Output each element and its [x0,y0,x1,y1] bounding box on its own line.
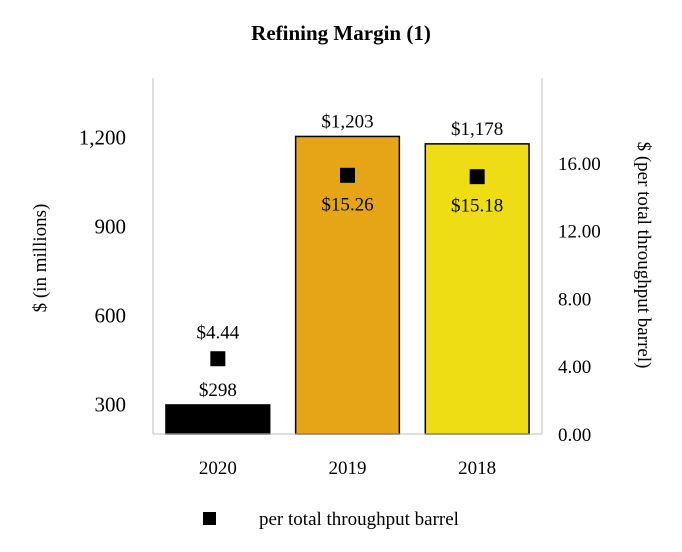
legend: per total throughput barrel [203,509,459,530]
left-axis-label: $ (in millions) [30,204,51,313]
left-tick-600: 600 [95,303,127,327]
marker-label-2019: $15.26 [321,194,373,215]
right-tick-4.00: 4.00 [558,357,591,378]
x-tick-2019: 2019 [329,458,367,479]
bar-2018 [424,143,530,435]
chart-title: Refining Margin (1) [251,21,431,45]
left-tick-900: 900 [95,214,127,238]
left-tick-labels: 300 600 900 1,200 [79,125,126,416]
marker-2018 [469,169,485,185]
bar-2019 [294,135,401,435]
x-tick-labels: 2020 2019 2018 [199,458,496,479]
left-tick-300: 300 [95,392,127,416]
marker-value-labels: $4.44 $15.26 $15.18 [196,194,503,343]
bar-label-2020: $298 [199,380,237,401]
x-tick-2020: 2020 [199,458,237,479]
bar-label-2018: $1,178 [451,119,503,140]
x-tick-2018: 2018 [458,458,496,479]
bar-2020 [165,404,271,435]
bar-value-labels: $298 $1,203 $1,178 [199,111,503,400]
left-tick-1,200: 1,200 [79,125,126,149]
right-axis-label: $ (per total throughput barrel) [633,142,654,369]
marker-label-2020: $4.44 [196,323,239,344]
right-tick-12.00: 12.00 [558,222,601,243]
marker-label-2018: $15.18 [451,196,503,217]
marker-2020 [210,351,226,367]
marker-2019 [340,167,355,183]
bars-layer [165,135,530,435]
legend-label: per total throughput barrel [259,509,459,530]
right-tick-8.00: 8.00 [558,289,591,310]
right-tick-0.00: 0.00 [558,425,591,446]
right-tick-labels: 0.00 4.00 8.00 12.00 16.00 [558,154,601,446]
legend-marker [203,512,216,525]
markers-layer [210,167,485,367]
bar-label-2019: $1,203 [321,111,373,132]
right-tick-16.00: 16.00 [558,154,601,175]
